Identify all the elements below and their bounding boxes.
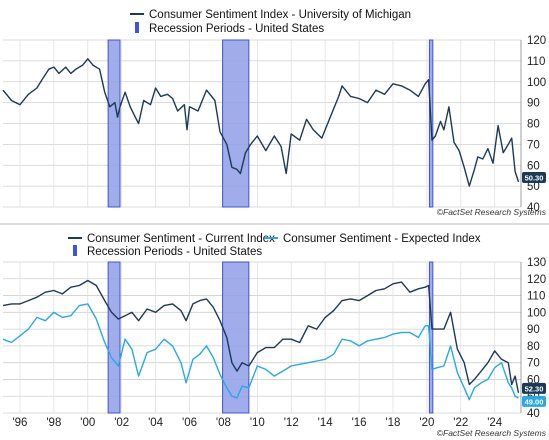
x-tick-label: '16 [352,417,367,429]
x-tick-label: '00 [80,417,95,429]
recession-band [107,261,121,414]
y-tick-label: 50 [527,181,540,193]
legend-label: Consumer Sentiment - Expected Index [283,233,481,245]
y-tick-label: 110 [527,291,545,303]
x-tick-label: '20 [419,417,434,429]
recession-band [222,39,250,208]
end-value-label: 52.30 [525,384,544,393]
x-tick-label: '98 [46,417,61,429]
x-tick-label: '06 [182,417,197,429]
y-tick-label: 110 [527,56,545,68]
y-tick-label: 120 [527,274,546,286]
end-value-label: 50.30 [525,173,544,182]
y-tick-label: 80 [527,119,540,131]
legend-bar-swatch [73,245,77,256]
x-tick-label: '10 [250,417,265,429]
end-value-badge [522,171,546,183]
series-line [2,58,520,187]
y-tick-label: 40 [527,202,540,214]
y-tick-label: 70 [527,139,540,151]
series-line [2,279,520,394]
x-tick-label: '24 [487,417,503,429]
y-tick-label: 80 [527,341,540,353]
x-tick-label: '08 [216,417,231,429]
x-tick-label: '12 [284,417,299,429]
y-tick-label: 120 [527,35,546,47]
y-tick-label: 70 [527,358,540,370]
legend-label: Recession Periods - United States [87,246,262,258]
y-tick-label: 100 [527,307,546,319]
end-value-label: 49.00 [525,397,544,406]
y-tick-label: 130 [527,257,546,269]
recession-band [107,39,121,208]
x-tick-label: '22 [453,417,468,429]
legend-label: Consumer Sentiment - Current Index [87,233,275,245]
y-tick-label: 90 [527,98,540,110]
source-credit: ©FactSet Research Systems [437,428,547,438]
x-tick-label: '02 [114,417,129,429]
x-tick-label: '04 [148,417,164,429]
y-tick-label: 60 [527,160,540,172]
end-value-badge [522,395,546,407]
x-tick-label: '96 [12,417,27,429]
source-credit: ©FactSet Research Systems [437,207,547,217]
series-line [2,303,519,401]
end-value-badge [522,382,546,394]
legend-bar-swatch [135,22,139,33]
x-tick-label: '14 [318,417,334,429]
x-tick-label: '18 [385,417,400,429]
legend-label: Recession Periods - United States [149,23,324,35]
y-tick-label: 100 [527,77,546,89]
y-tick-label: 90 [527,324,540,336]
plot-area [0,259,549,416]
y-tick-label: 40 [527,408,540,420]
legend-label: Consumer Sentiment Index - University of… [149,9,411,21]
